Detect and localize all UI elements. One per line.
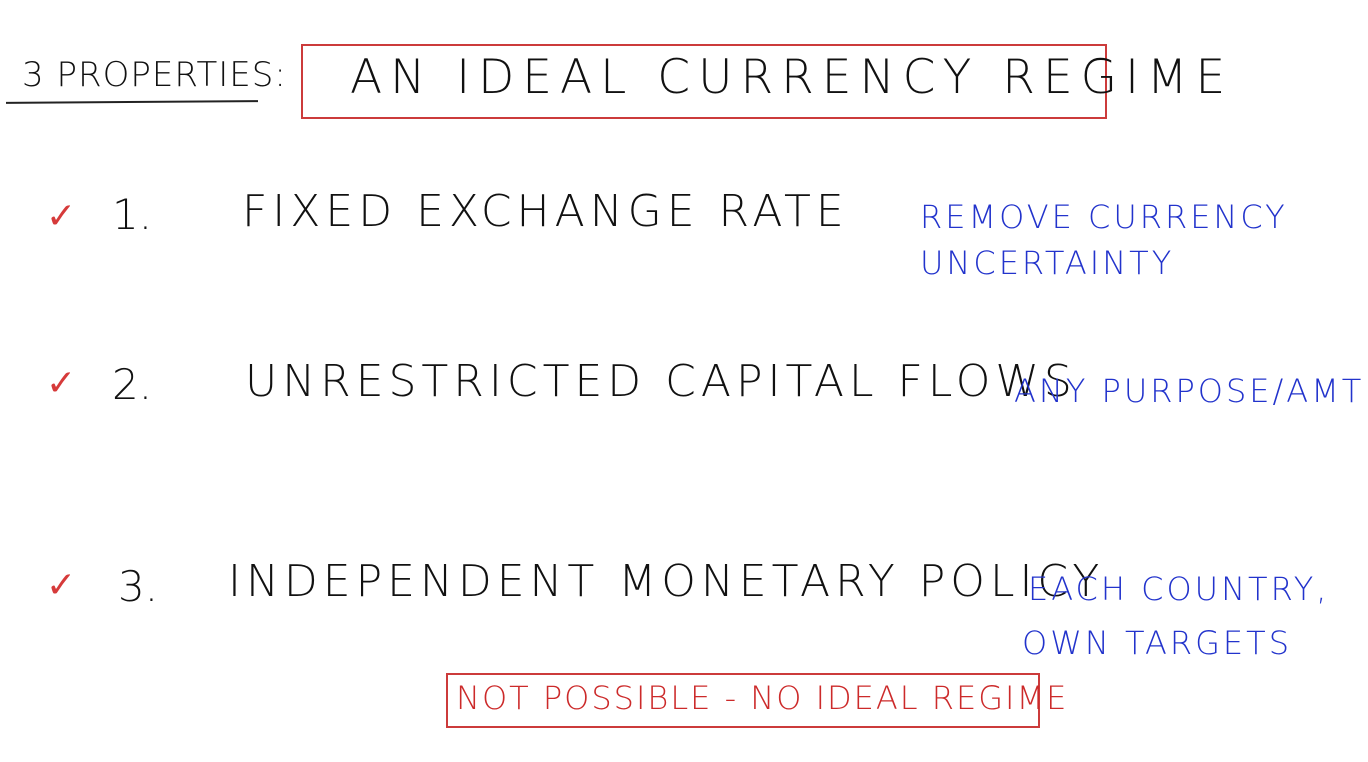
property-2-name: UNRESTRICTED CAPITAL FLOWS [245, 356, 1077, 407]
page-title: AN IDEAL CURRENCY REGIME [350, 50, 1234, 105]
property-3-name: INDEPENDENT MONETARY POLICY [228, 556, 1105, 607]
conclusion-box [446, 673, 1040, 728]
conclusion-text: NOT POSSIBLE - NO IDEAL REGIME [456, 679, 1069, 717]
checkmark-icon: ✓ [46, 196, 77, 237]
title-box [301, 44, 1107, 119]
properties-label-underline [5, 100, 259, 104]
property-3-number: 3. [118, 562, 159, 611]
properties-label: 3 PROPERTIES: [22, 55, 287, 95]
checkmark-icon: ✓ [46, 363, 77, 404]
property-2-note-line-1: ANY PURPOSE/AMT [1014, 372, 1365, 410]
checkmark-icon: ✓ [46, 565, 77, 606]
property-3-note-line-1: EACH COUNTRY, [1028, 570, 1330, 608]
property-1-name: FIXED EXCHANGE RATE [242, 186, 849, 237]
property-2-number: 2. [112, 360, 153, 409]
property-1-number: 1. [112, 190, 153, 239]
property-1-note-line-1: REMOVE CURRENCY [920, 198, 1288, 236]
property-3-note-line-2: OWN TARGETS [1022, 624, 1292, 662]
property-1-note-line-2: UNCERTAINTY [920, 244, 1175, 282]
